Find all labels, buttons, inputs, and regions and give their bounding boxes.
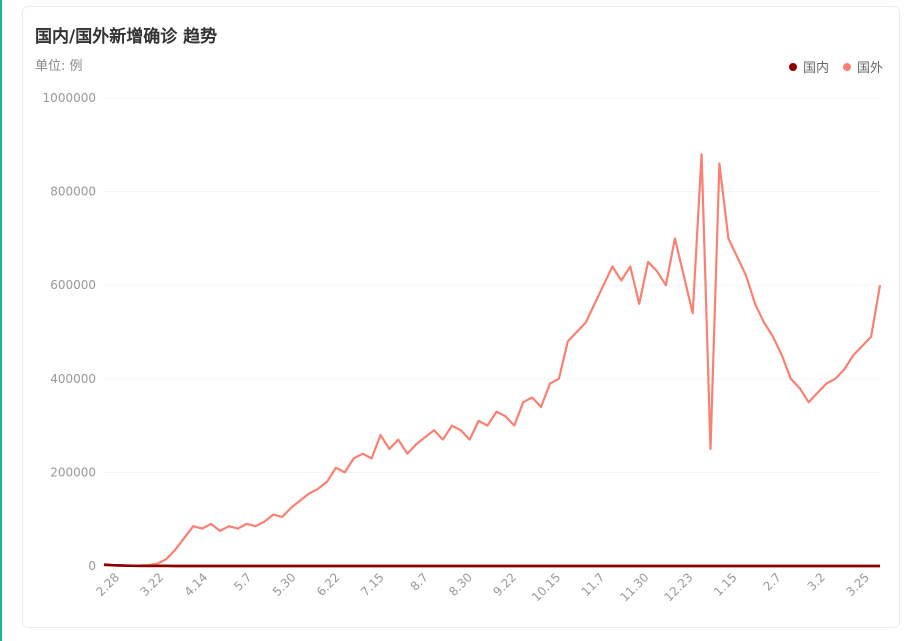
x-tick-label: 11.30 [617,570,651,604]
x-tick-label: 7.15 [358,570,387,599]
x-tick-label: 3.2 [805,570,828,593]
left-accent-bar [0,0,2,641]
legend-dot-foreign [842,62,851,71]
chart-title: 国内/国外新增确诊 趋势 [35,27,218,47]
x-tick-label: 12.23 [661,570,695,604]
x-tick-label: 8.30 [446,570,475,599]
legend-item-foreign[interactable]: 国外 [842,57,883,76]
y-tick-label: 1000000 [43,91,96,105]
x-tick-label: 10.15 [529,570,563,604]
y-tick-label: 0 [88,559,96,573]
series-line-domestic-overlay [103,563,880,568]
x-tick-label: 4.14 [182,570,211,599]
unit-label: 单位: 例 [35,59,83,74]
x-tick-label: 3.22 [137,570,166,599]
x-tick-label: 2.7 [760,570,783,593]
legend-label-foreign: 国外 [856,61,883,76]
legend-item-domestic[interactable]: 国内 [788,57,829,76]
x-tick-label: 5.7 [231,570,254,593]
legend-label-domestic: 国内 [802,61,829,76]
y-tick-label: 400000 [50,372,96,386]
x-tick-label: 1.15 [711,570,740,599]
legend-dot-domestic [788,62,797,71]
x-tick-label: 11.7 [579,570,608,599]
y-tick-label: 800000 [50,185,96,199]
x-tick-label: 5.30 [270,570,299,599]
series-line-foreign [103,153,882,567]
y-tick-label: 200000 [50,465,96,479]
x-tick-label: 3.25 [843,570,872,599]
x-tick-label: 2.28 [93,570,122,599]
x-tick-label: 9.22 [490,570,519,599]
x-tick-label: 6.22 [314,570,343,599]
x-tick-label: 8.7 [408,570,431,593]
chart-card [22,6,900,628]
legend: 国内 国外 [788,57,883,76]
y-tick-label: 600000 [50,278,96,292]
